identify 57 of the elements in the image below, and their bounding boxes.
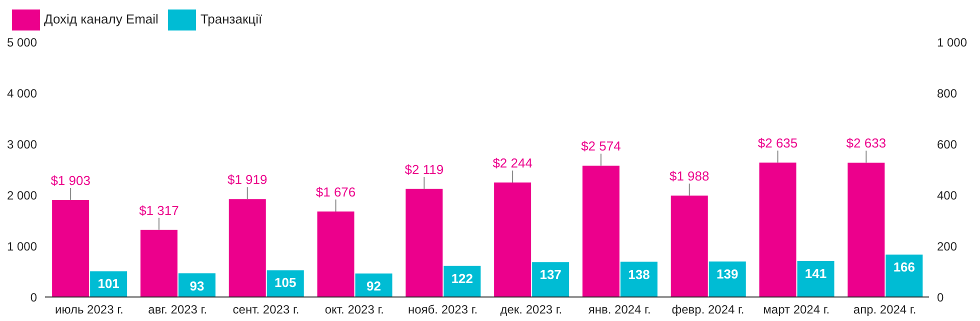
y2-tick-label: 400 [937,188,958,202]
data-label: $2 574 [581,138,621,154]
x-tick-label: окт. 2023 г. [324,302,384,317]
data-label: $1 988 [669,168,710,184]
data-label: 166 [893,260,916,275]
y2-tick-label: 0 [937,290,944,304]
data-label: 105 [274,275,296,290]
data-label: 101 [98,276,120,292]
data-label: $1 919 [227,172,268,188]
data-label: 141 [804,266,827,282]
data-label: 122 [451,270,474,286]
bar [406,188,443,297]
bar [797,261,834,297]
bar [494,182,532,297]
bar [140,230,178,297]
y2-tick-label: 800 [937,86,958,100]
y-tick-label: 5 000 [6,35,38,50]
data-label: 137 [540,267,562,282]
x-tick-label: сент. 2023 г. [232,302,300,317]
data-label: 92 [366,278,382,294]
x-tick-label: авг. 2023 г. [148,302,208,317]
x-tick-label: июль 2023 г. [55,302,124,317]
x-tick-label: нояб. 2023 г. [408,302,478,317]
x-tick-label: февр. 2024 г. [672,302,744,317]
data-label: $2 635 [758,136,798,151]
legend-label: Дохід каналу Email [44,11,158,26]
bar [759,162,796,297]
y-tick-label: 1 000 [6,239,38,254]
data-label: 139 [716,266,738,282]
y2-tick-label: 600 [937,137,958,152]
data-label: $2 244 [492,156,532,171]
x-tick-label: янв. 2024 г. [588,302,651,317]
bar [848,162,885,297]
bar [886,254,923,297]
bar [52,200,90,297]
bar [582,166,620,297]
y2-tick-label: 200 [937,239,958,254]
data-label: $1 903 [50,172,90,188]
data-label: $1 317 [139,202,179,218]
y-tick-label: 2 000 [6,188,38,202]
data-label: 93 [190,278,204,294]
data-label: $2 633 [846,136,886,151]
x-tick-label: апр. 2024 г. [853,302,916,317]
legend-label: Транзакції [200,11,262,26]
x-tick-label: март 2024 г. [763,302,830,317]
y2-tick-label: 1 000 [937,35,968,50]
bar [670,196,708,297]
bar [228,199,266,297]
data-label: $1 676 [316,184,356,200]
y-tick-label: 3 000 [6,137,38,152]
x-tick-label: дек. 2023 г. [500,302,562,317]
y-tick-label: 4 000 [6,86,38,100]
y-tick-label: 0 [30,290,38,304]
bar [532,262,570,297]
data-label: 138 [628,266,650,282]
data-label: $2 119 [404,162,444,177]
bar [317,212,354,297]
